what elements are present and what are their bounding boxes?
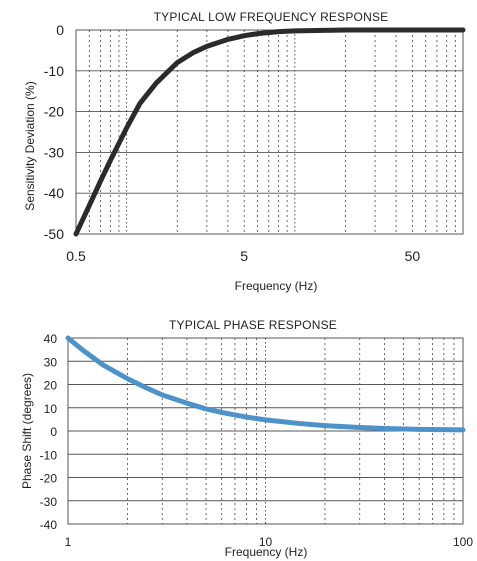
chart1-title: TYPICAL LOW FREQUENCY RESPONSE	[154, 10, 389, 24]
chart1-y-tick-label: -10	[44, 63, 64, 79]
chart2-x-tick-label: 10	[259, 535, 273, 549]
chart1-gridlines	[76, 29, 463, 235]
chart2-x-tick-label: 1	[65, 535, 72, 549]
chart2-title: TYPICAL PHASE RESPONSE	[169, 318, 337, 332]
chart2-y-tick-label: 10	[44, 402, 58, 416]
chart2-y-tick-label: -40	[40, 518, 58, 532]
chart2-gridlines	[68, 337, 463, 525]
chart1-x-axis-label: Frequency (Hz)	[235, 279, 318, 293]
chart2-y-axis-label: Phase Shift (degrees)	[20, 373, 34, 489]
chart1-x-tick-label: 0.5	[66, 248, 86, 264]
chart1-y-axis-label: Sensitivity Deviation (%)	[23, 81, 37, 210]
chart2-y-tick-labels: 40 30 20 10 0 -10 -20 -30 -40	[40, 332, 58, 532]
chart2-y-tick-label: 0	[50, 425, 57, 439]
chart1-y-tick-label: -50	[44, 226, 64, 242]
chart1-x-tick-label: 50	[405, 248, 421, 264]
chart1-y-tick-label: -30	[44, 144, 64, 160]
chart1-y-tick-labels: 0 -10 -20 -30 -40 -50	[44, 22, 64, 242]
chart2-phase-curve	[65, 335, 466, 433]
phase-response-chart: TYPICAL PHASE RESPONSE 403020100-10-20-3…	[20, 318, 473, 559]
chart2-y-tick-label: -10	[40, 448, 58, 462]
chart1-y-tick-label: -20	[44, 104, 64, 120]
chart1-y-tick-label: 0	[56, 22, 64, 38]
chart2-x-tick-labels: 1 10 100	[65, 535, 474, 549]
chart2-y-tick-label: 40	[44, 332, 58, 346]
chart1-x-tick-labels: 0.5 5 50	[66, 248, 420, 264]
chart2-y-tick-label: -20	[40, 472, 58, 486]
chart2-y-tick-label: 20	[44, 379, 58, 393]
chart1-y-tick-label: -40	[44, 185, 64, 201]
chart2-x-axis-label: Frequency (Hz)	[225, 545, 308, 559]
chart2-x-tick-label: 100	[453, 535, 473, 549]
chart1-x-tick-label: 5	[240, 248, 248, 264]
chart2-y-tick-label: -30	[40, 495, 58, 509]
chart1-response-curve	[73, 27, 466, 237]
chart2-y-tick-label: 30	[44, 355, 58, 369]
chart1-plot-area	[75, 29, 464, 235]
low-frequency-response-chart: TYPICAL LOW FREQUENCY RESPONSE 0 -10 -20 -3…	[23, 10, 466, 293]
